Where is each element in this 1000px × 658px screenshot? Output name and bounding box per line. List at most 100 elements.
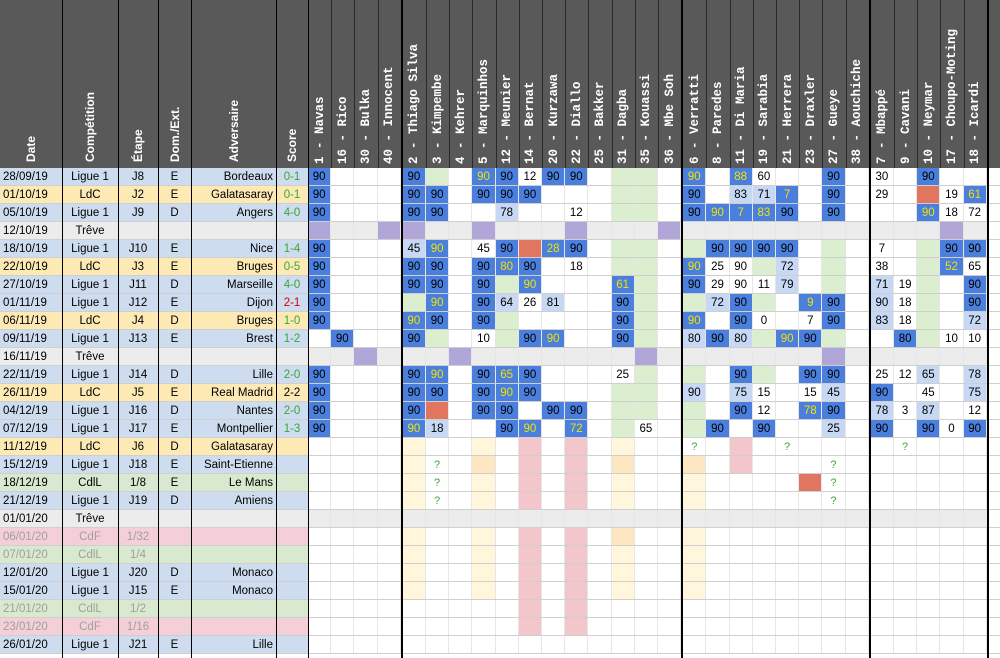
- player-cell: [565, 528, 589, 546]
- match-etape: J2: [118, 186, 158, 204]
- player-cell: 75: [729, 384, 753, 402]
- player-cell: [308, 510, 332, 528]
- player-cell: [377, 294, 401, 312]
- player-cell: [799, 420, 823, 438]
- player-cell: [706, 618, 730, 636]
- player-cell: 90: [308, 366, 332, 384]
- player-cell: [799, 438, 823, 456]
- player-cell: 90: [683, 204, 707, 222]
- column-separator: [963, 0, 965, 168]
- row-separator: [0, 581, 1000, 582]
- match-de: E: [158, 420, 191, 438]
- player-cell: [729, 222, 753, 240]
- match-adv: Dijon: [191, 294, 276, 312]
- player-cell: [377, 276, 401, 294]
- player-cell: 72: [963, 204, 987, 222]
- player-cell: [752, 366, 776, 384]
- player-cell: [634, 240, 658, 258]
- player-cell: 78: [963, 366, 987, 384]
- player-cell: [331, 636, 355, 654]
- player-cell: [776, 564, 800, 582]
- match-de: D: [158, 438, 191, 456]
- match-de: E: [158, 168, 191, 186]
- player-cell: 87: [917, 402, 941, 420]
- player-cell: [729, 438, 753, 456]
- player-cell: [940, 312, 964, 330]
- player-cell: [308, 222, 332, 240]
- player-cell: [542, 510, 566, 528]
- player-cell: 90: [308, 240, 332, 258]
- player-cell: [658, 402, 682, 420]
- match-comp: Ligue 1: [62, 366, 118, 384]
- match-etape: 1/32: [118, 528, 158, 546]
- match-etape: J14: [118, 366, 158, 384]
- player-cell: 90: [426, 186, 450, 204]
- player-cell: [611, 564, 635, 582]
- match-score: 2-2: [276, 384, 308, 402]
- player-cell: [776, 474, 800, 492]
- match-de: [158, 222, 191, 240]
- player-cell: [354, 348, 378, 366]
- player-cell: [870, 600, 894, 618]
- player-cell: 18: [940, 204, 964, 222]
- player-cell: [870, 474, 894, 492]
- row-separator: [0, 563, 1000, 564]
- player-cell: [752, 492, 776, 510]
- player-cell: 90: [822, 312, 846, 330]
- player-cell: [495, 636, 519, 654]
- player-cell: [472, 564, 496, 582]
- player-cell: [776, 384, 800, 402]
- player-cell: [799, 528, 823, 546]
- player-cell: 90: [565, 168, 589, 186]
- player-cell: [426, 618, 450, 636]
- header-player-12: 25 - Bakker: [593, 81, 607, 164]
- player-cell: 72: [963, 312, 987, 330]
- player-cell: 18: [426, 420, 450, 438]
- player-cell: [611, 618, 635, 636]
- player-cell: 90: [308, 312, 332, 330]
- player-cell: [822, 330, 846, 348]
- player-cell: [658, 240, 682, 258]
- row-separator: [0, 419, 1000, 420]
- player-cell: [963, 492, 987, 510]
- player-cell: [940, 528, 964, 546]
- player-cell: 90: [729, 402, 753, 420]
- column-separator: [729, 0, 731, 168]
- player-cell: [799, 636, 823, 654]
- player-cell: [377, 546, 401, 564]
- player-cell: [308, 348, 332, 366]
- player-cell: [565, 366, 589, 384]
- player-cell: [752, 636, 776, 654]
- player-cell: 90: [426, 240, 450, 258]
- column-separator: [472, 0, 474, 168]
- player-cell: [402, 474, 426, 492]
- player-cell: [940, 294, 964, 312]
- column-separator: [449, 0, 451, 168]
- header-player-22: 27 - Gueye: [827, 88, 841, 164]
- row-separator: [0, 329, 1000, 330]
- player-cell: [729, 564, 753, 582]
- player-cell: [799, 186, 823, 204]
- player-cell: [588, 510, 612, 528]
- player-cell: [683, 618, 707, 636]
- player-cell: [706, 366, 730, 384]
- player-cell: 90: [495, 420, 519, 438]
- player-cell: [822, 546, 846, 564]
- player-cell: [799, 204, 823, 222]
- match-date: 07/12/19: [0, 420, 62, 438]
- player-cell: [845, 618, 869, 636]
- player-cell: [776, 600, 800, 618]
- row-separator: [0, 203, 1000, 204]
- player-cell: [658, 348, 682, 366]
- player-cell: 90: [683, 258, 707, 276]
- match-adv: Monaco: [191, 582, 276, 600]
- player-cell: [377, 348, 401, 366]
- row-separator: [0, 311, 1000, 312]
- player-cell: [611, 168, 635, 186]
- column-separator: [588, 0, 590, 168]
- player-cell: [845, 420, 869, 438]
- player-cell: [518, 348, 542, 366]
- player-cell: [308, 438, 332, 456]
- player-cell: [354, 546, 378, 564]
- player-cell: [495, 312, 519, 330]
